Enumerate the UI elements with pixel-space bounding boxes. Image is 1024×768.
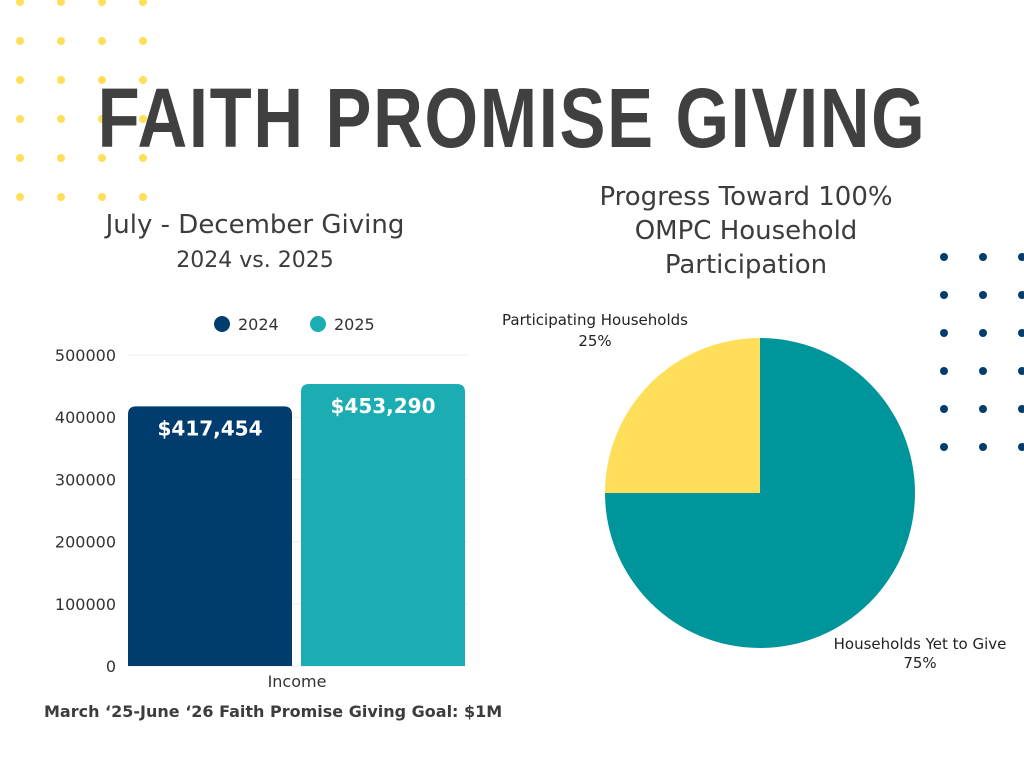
navy-dot bbox=[1018, 253, 1024, 261]
yellow-dot bbox=[139, 154, 147, 162]
yellow-dot bbox=[57, 76, 65, 84]
pie-label-participating-name: Participating Households bbox=[502, 311, 688, 329]
navy-dot bbox=[979, 443, 987, 451]
pie-chart-title: Progress Toward 100% OMPC Household Part… bbox=[556, 180, 936, 282]
navy-dot bbox=[1018, 443, 1024, 451]
yellow-dot bbox=[16, 76, 24, 84]
pie-label-yet-name: Households Yet to Give bbox=[834, 635, 1007, 653]
yellow-dot bbox=[57, 193, 65, 201]
yellow-dot bbox=[139, 115, 147, 123]
navy-dot bbox=[1018, 367, 1024, 375]
bar-chart: 2024 2025 0 100000 200000 300000 400000 50000… bbox=[55, 315, 468, 691]
pie-slice-participating bbox=[605, 338, 760, 493]
x-axis-category-label: Income bbox=[268, 672, 327, 691]
bar-label-2024: $417,454 bbox=[157, 416, 262, 440]
yellow-dot bbox=[139, 193, 147, 201]
yellow-dot bbox=[16, 37, 24, 45]
legend-label-2025: 2025 bbox=[334, 315, 375, 334]
bar-chart-subtitle: 2024 vs. 2025 bbox=[176, 248, 334, 273]
pie-chart: Participating Households 25% Households … bbox=[502, 311, 1007, 672]
legend-label-2024: 2024 bbox=[238, 315, 279, 334]
yellow-dot bbox=[16, 115, 24, 123]
pie-title-line-3: Participation bbox=[664, 250, 828, 280]
y-tick-label: 100000 bbox=[55, 595, 116, 614]
y-tick-label: 500000 bbox=[55, 346, 116, 365]
navy-dot bbox=[979, 405, 987, 413]
yellow-dot bbox=[98, 154, 106, 162]
navy-dot bbox=[979, 367, 987, 375]
navy-dot bbox=[1018, 329, 1024, 337]
yellow-dot bbox=[16, 154, 24, 162]
pie-label-yet-value: 75% bbox=[903, 654, 936, 672]
navy-dot bbox=[940, 443, 948, 451]
yellow-dot bbox=[98, 115, 106, 123]
navy-dot bbox=[1018, 405, 1024, 413]
navy-dot bbox=[979, 253, 987, 261]
y-tick-label: 300000 bbox=[55, 470, 116, 489]
bar-legend: 2024 2025 bbox=[214, 315, 375, 334]
yellow-dot bbox=[98, 37, 106, 45]
yellow-dot bbox=[57, 0, 65, 6]
navy-dot bbox=[1018, 291, 1024, 299]
navy-dot bbox=[979, 291, 987, 299]
navy-dot bbox=[979, 329, 987, 337]
yellow-dot bbox=[16, 193, 24, 201]
bar-2024 bbox=[128, 406, 292, 666]
bar-chart-title: July - December Giving bbox=[105, 210, 405, 240]
yellow-dot bbox=[57, 37, 65, 45]
navy-dot bbox=[940, 291, 948, 299]
navy-dot bbox=[940, 329, 948, 337]
bar-2025 bbox=[301, 384, 465, 666]
navy-dot bbox=[940, 253, 948, 261]
yellow-dot bbox=[139, 37, 147, 45]
yellow-dot bbox=[98, 0, 106, 6]
yellow-dot bbox=[139, 0, 147, 6]
y-tick-label: 400000 bbox=[55, 408, 116, 427]
bar-label-2025: $453,290 bbox=[330, 394, 435, 418]
goal-note: March ‘25-June ‘26 Faith Promise Giving … bbox=[44, 702, 503, 721]
yellow-dot bbox=[98, 193, 106, 201]
y-tick-label: 200000 bbox=[55, 533, 116, 552]
yellow-dot bbox=[139, 76, 147, 84]
pie-title-line-1: Progress Toward 100% bbox=[599, 182, 893, 212]
yellow-dot bbox=[98, 76, 106, 84]
yellow-dot bbox=[57, 154, 65, 162]
navy-dot bbox=[940, 405, 948, 413]
title-container: FAITH PROMISE GIVING bbox=[0, 70, 1024, 170]
pie-label-participating-value: 25% bbox=[578, 332, 611, 350]
yellow-dot bbox=[16, 0, 24, 6]
pie-title-line-2: OMPC Household bbox=[634, 216, 858, 246]
y-tick-label: 0 bbox=[106, 657, 116, 676]
yellow-dot bbox=[57, 115, 65, 123]
page-title: FAITH PROMISE GIVING bbox=[97, 71, 927, 165]
pie-slice-yet-to-give bbox=[605, 338, 915, 648]
legend-swatch-2024 bbox=[214, 316, 230, 332]
legend-swatch-2025 bbox=[310, 316, 326, 332]
navy-dot bbox=[940, 367, 948, 375]
